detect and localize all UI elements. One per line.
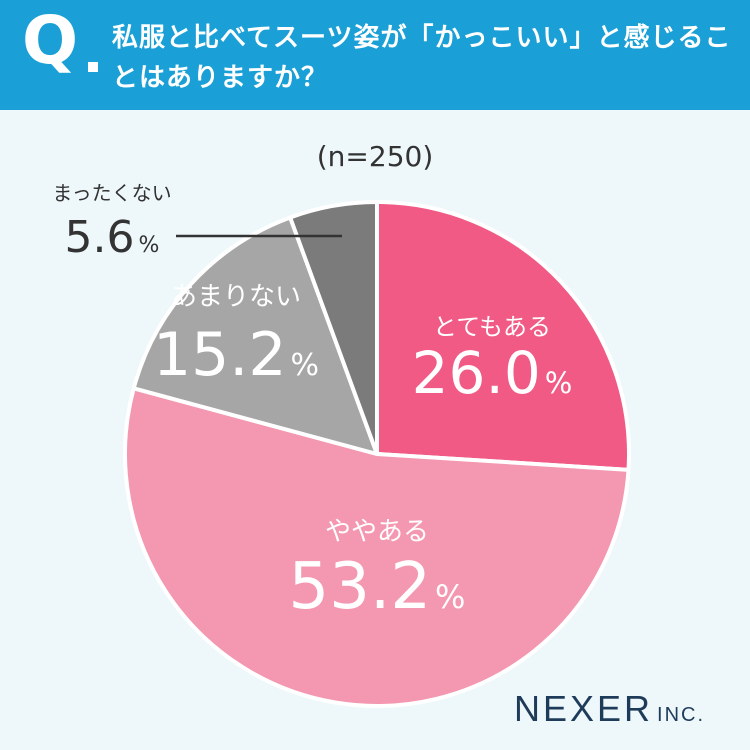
slice-value-2: 53.2%	[289, 550, 466, 624]
slice-label-4: まったくない	[52, 181, 171, 205]
pie-slice-4	[288, 200, 379, 456]
slice-value-3: 15.2%	[153, 320, 319, 390]
q-dot	[88, 62, 98, 72]
brand-suffix: INC.	[657, 704, 706, 726]
pie-slice-1	[375, 200, 631, 472]
pie-slice-3	[131, 215, 379, 456]
slice-value-1: 26.0%	[412, 339, 573, 407]
slice-label-1: とてもある	[433, 313, 551, 341]
sample-size-label: (n=250)	[316, 140, 434, 173]
brand-name: NEXER	[514, 688, 654, 729]
slice-label-3: あまりない	[171, 282, 301, 312]
question-text: 私服と比べてスーツ姿が「かっこいい」と感じることはありますか？	[112, 23, 732, 93]
slice-value-4: 5.6%	[65, 212, 160, 263]
slice-label-2: ややある	[325, 517, 429, 547]
question-header: Q 私服と比べてスーツ姿が「かっこいい」と感じることはありますか？	[0, 0, 750, 110]
brand-logo: NEXER INC.	[514, 688, 705, 730]
pie-slice-2	[122, 386, 631, 708]
q-mark: Q	[22, 2, 79, 79]
